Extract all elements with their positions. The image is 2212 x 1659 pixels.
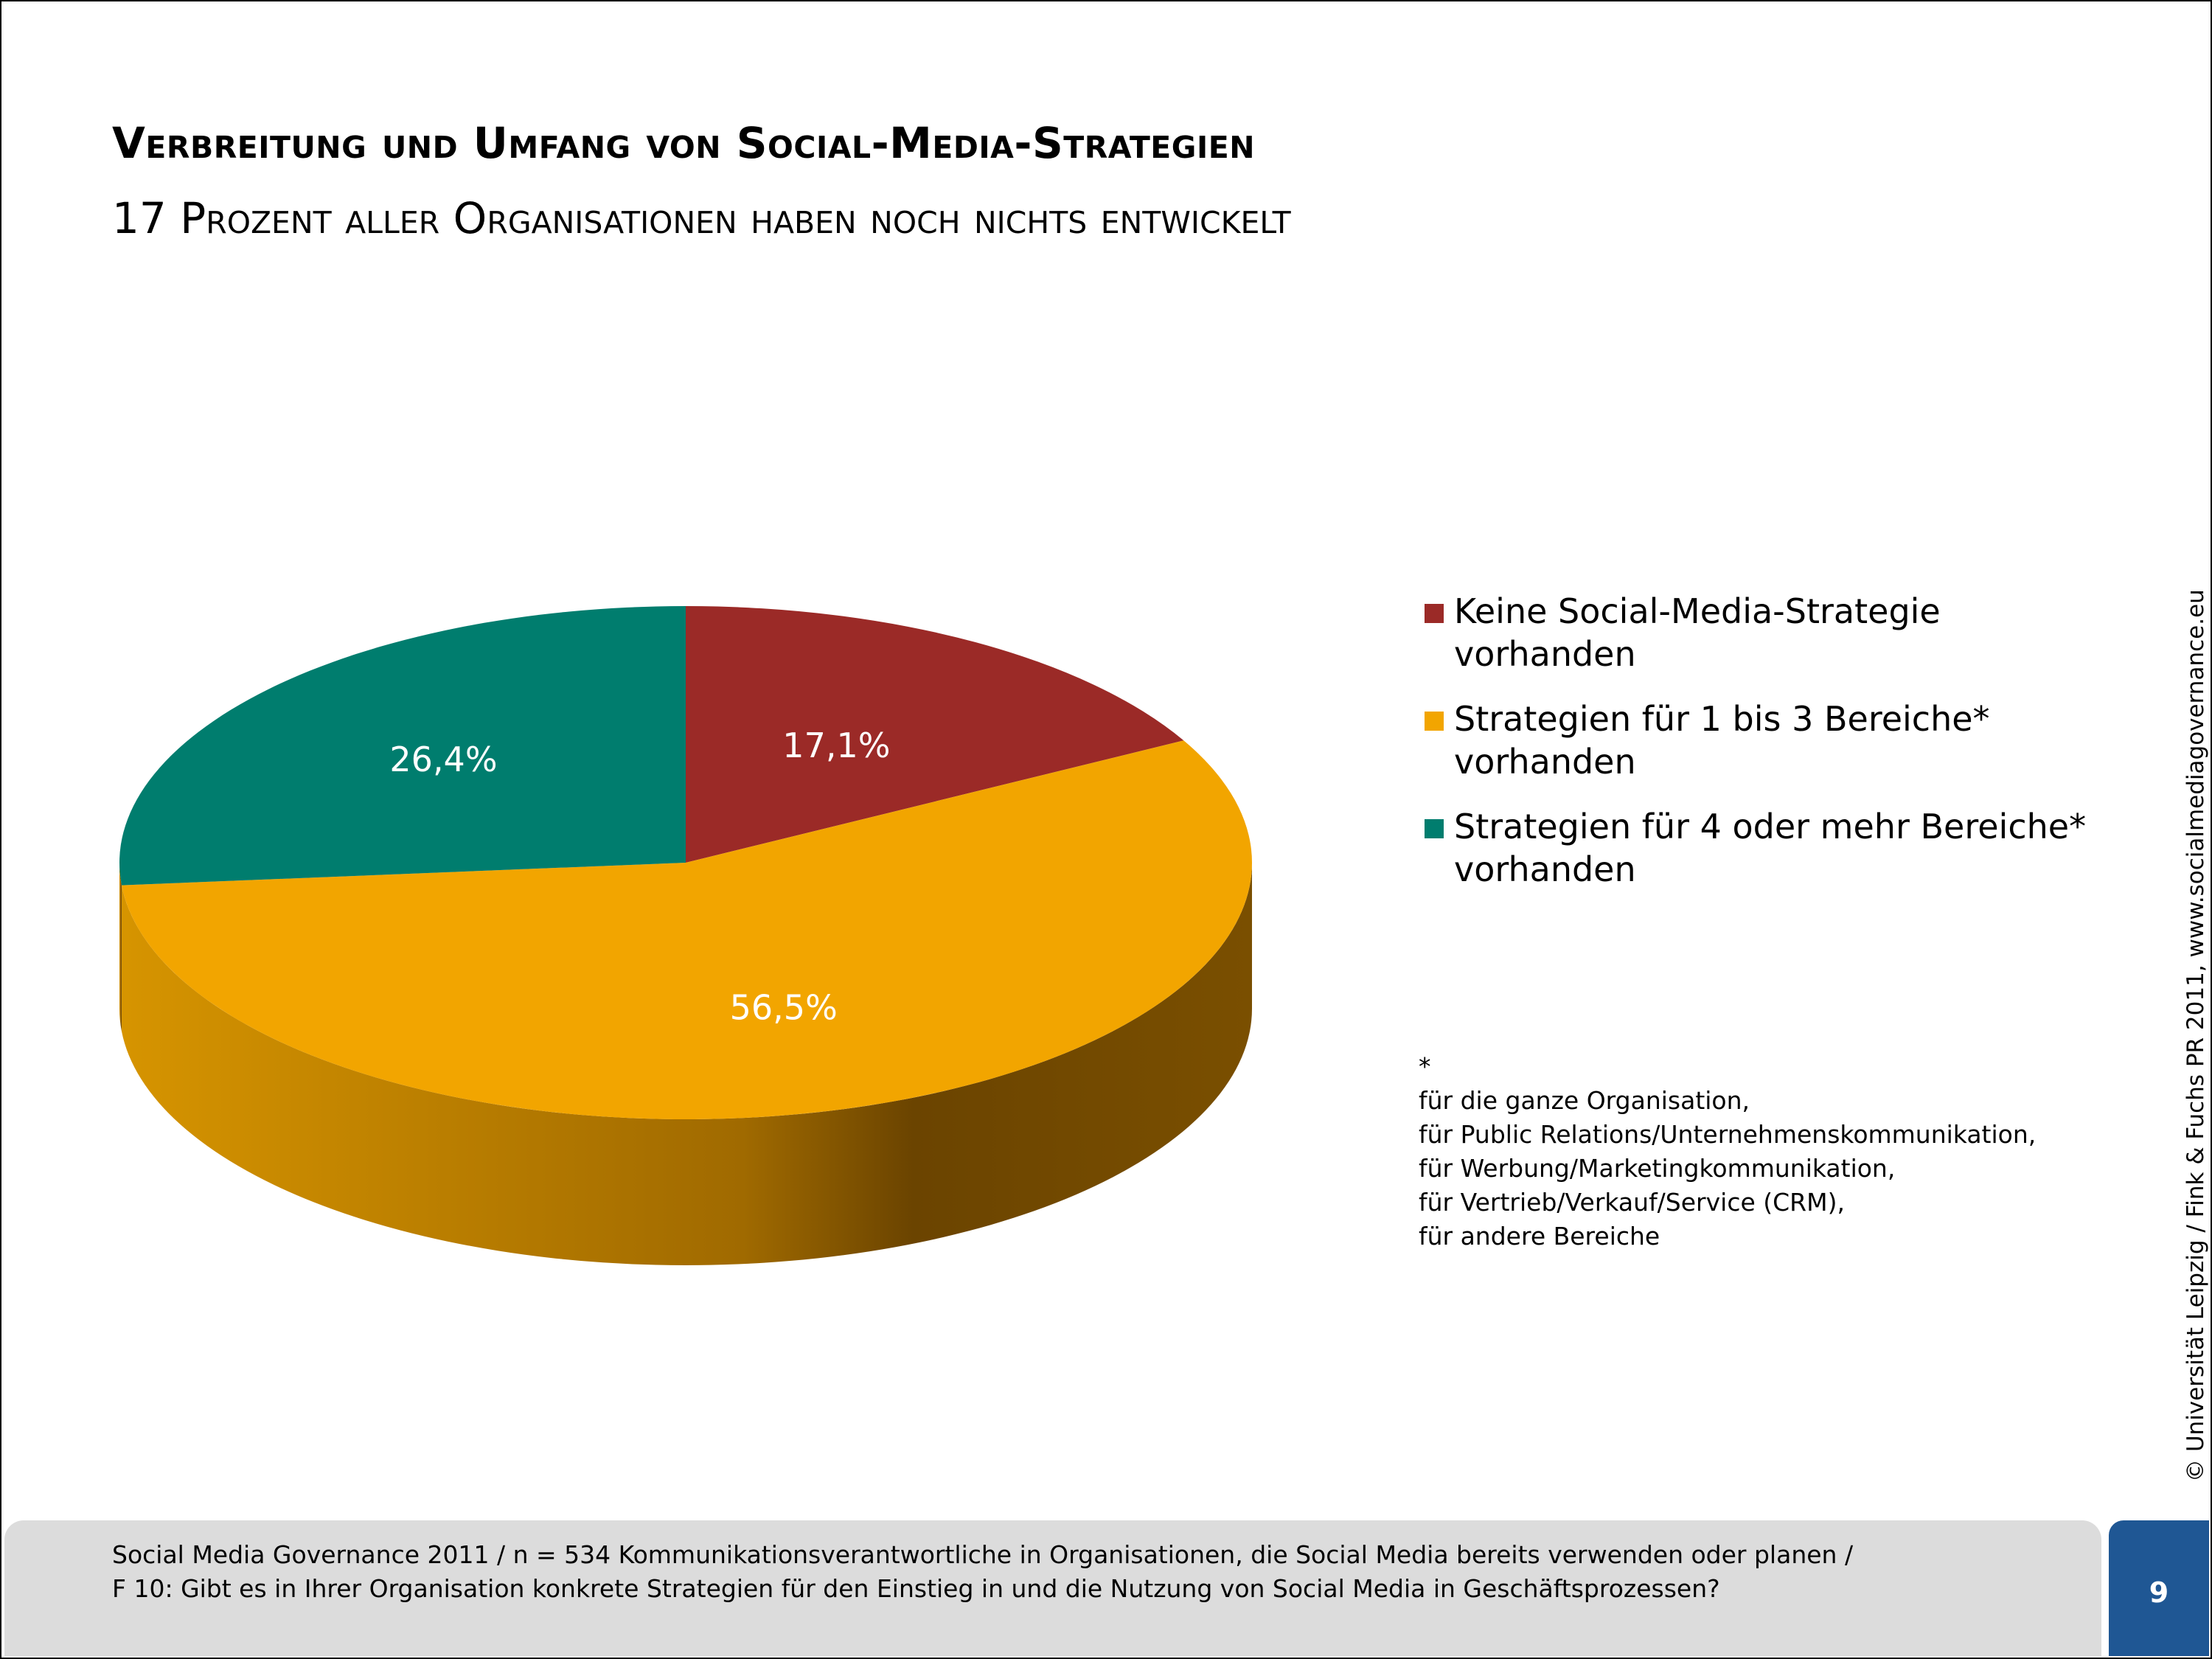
legend-item-4-oder-mehr-bereiche: Strategien für 4 oder mehr Bereiche* vor… bbox=[1425, 805, 2132, 891]
footnote-line: für Public Relations/Unternehmenskommuni… bbox=[1419, 1120, 2037, 1149]
footnote: * für die ganze Organisation, für Public… bbox=[1419, 1050, 2126, 1253]
slide-title: Verbreitung und Umfang von Social-Media-… bbox=[112, 118, 1256, 168]
legend-label: Strategien für 1 bis 3 Bereiche* bbox=[1454, 699, 1990, 739]
footnote-line: für andere Bereiche bbox=[1419, 1222, 1660, 1251]
legend-swatch-orange bbox=[1425, 712, 1444, 731]
legend-swatch-teal bbox=[1425, 819, 1444, 838]
legend-label-cont: vorhanden bbox=[1454, 849, 1636, 889]
footer-line: Social Media Governance 2011 / n = 534 K… bbox=[112, 1540, 1854, 1569]
slide-subtitle: 17 Prozent aller Organisationen haben no… bbox=[112, 193, 1291, 243]
pie-value-label-2: 26,4% bbox=[389, 740, 497, 779]
pie-slice-0 bbox=[686, 606, 1184, 863]
legend-item-keine-strategie: Keine Social-Media-Strategie vorhanden bbox=[1425, 590, 2132, 675]
pie-value-label-0: 17,1% bbox=[782, 726, 890, 765]
footer-line: F 10: Gibt es in Ihrer Organisation konk… bbox=[112, 1574, 1720, 1603]
footer-source: Social Media Governance 2011 / n = 534 K… bbox=[112, 1538, 2073, 1606]
pie-slice-2 bbox=[119, 606, 686, 886]
legend-label: Strategien für 4 oder mehr Bereiche* bbox=[1454, 807, 2087, 846]
pie-side-wall-2 bbox=[119, 863, 122, 1032]
footnote-marker: * bbox=[1419, 1052, 1431, 1081]
page-number-box: 9 bbox=[2109, 1520, 2209, 1656]
chart-legend: Keine Social-Media-Strategie vorhanden S… bbox=[1425, 590, 2132, 913]
pie-value-label-1: 56,5% bbox=[730, 987, 838, 1027]
pie-slice-1 bbox=[121, 740, 1253, 1119]
legend-label-cont: vorhanden bbox=[1454, 742, 1636, 782]
footnote-line: für die ganze Organisation, bbox=[1419, 1086, 1750, 1115]
footnote-line: für Werbung/Marketingkommunikation, bbox=[1419, 1154, 1896, 1183]
pie-side-wall-1 bbox=[121, 863, 1253, 1266]
copyright-credit: © Universität Leipzig / Fink & Fuchs PR … bbox=[2183, 589, 2209, 1482]
legend-item-1-bis-3-bereiche: Strategien für 1 bis 3 Bereiche* vorhand… bbox=[1425, 698, 2132, 783]
footer-bar bbox=[4, 1520, 2101, 1656]
pie-chart: 17,1% 56,5% 26,4% bbox=[119, 606, 1253, 1266]
legend-swatch-red bbox=[1425, 604, 1444, 623]
footnote-line: für Vertrieb/Verkauf/Service (CRM), bbox=[1419, 1188, 1845, 1217]
legend-label: Keine Social-Media-Strategie vorhanden bbox=[1454, 591, 1941, 674]
page-number: 9 bbox=[2149, 1576, 2169, 1609]
